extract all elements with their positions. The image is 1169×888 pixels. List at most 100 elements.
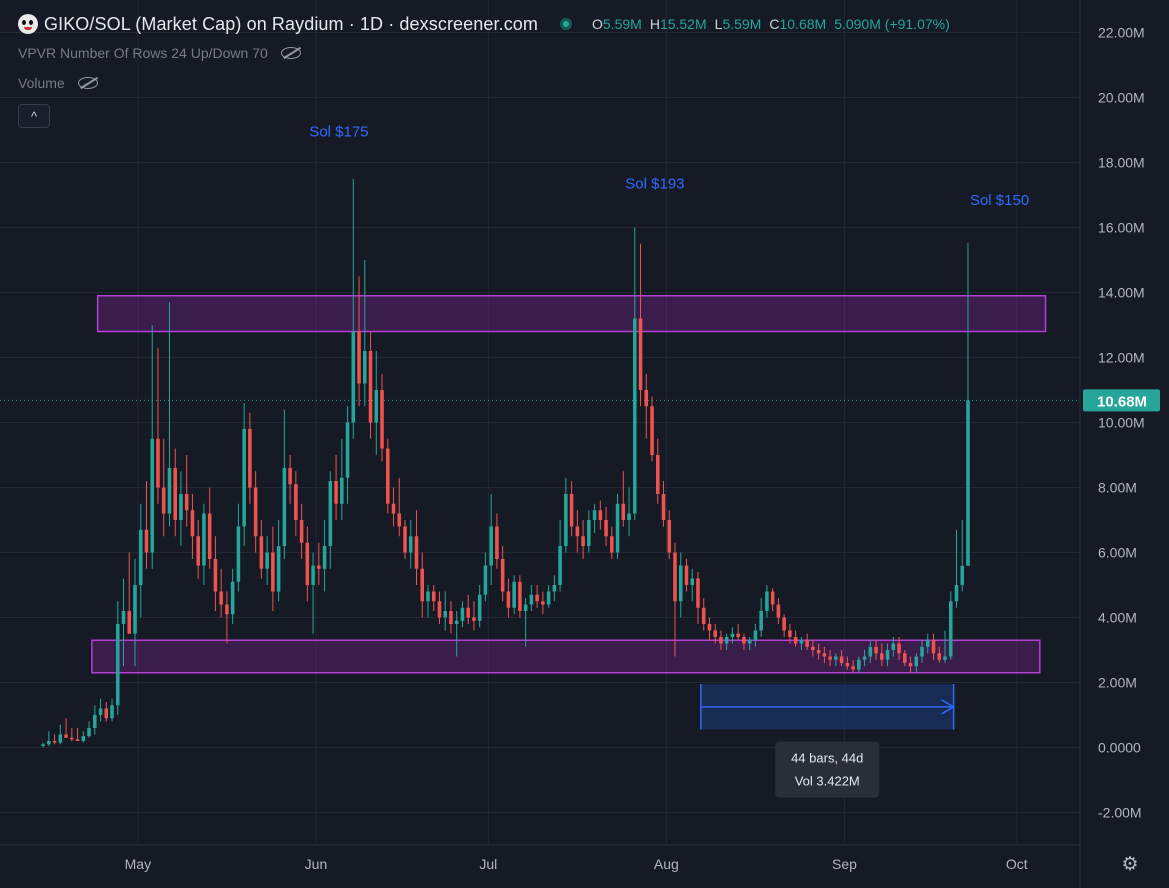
candle-body <box>52 741 57 743</box>
candle <box>747 637 752 650</box>
candle <box>489 494 493 585</box>
candle-body <box>811 646 815 650</box>
candle <box>885 643 890 667</box>
candle <box>650 396 654 462</box>
candle-body <box>133 585 137 634</box>
candle-body <box>495 526 499 559</box>
candle <box>937 646 942 663</box>
candle-body <box>925 640 930 647</box>
candle-body <box>397 513 402 527</box>
candle-body <box>575 526 580 537</box>
price-tick-label: 12.00M <box>1098 350 1145 366</box>
candle-body <box>845 663 850 667</box>
candle-body <box>696 578 700 608</box>
candle <box>931 633 936 660</box>
candle <box>104 702 109 722</box>
candle-body <box>179 494 183 520</box>
candle-body <box>874 646 878 654</box>
candle-body <box>115 624 120 706</box>
last-price-tag <box>1083 389 1160 412</box>
candle-body <box>592 510 597 520</box>
price-tick-label: 18.00M <box>1098 155 1145 171</box>
candle-body <box>271 552 275 592</box>
candle-body <box>426 591 430 602</box>
candle <box>98 698 103 722</box>
candle <box>684 559 689 592</box>
candle <box>655 438 660 504</box>
candle-body <box>541 601 545 605</box>
candle <box>345 406 350 504</box>
candle-body <box>489 526 493 566</box>
candle-body <box>299 520 304 543</box>
candle-body <box>225 604 229 615</box>
candle <box>253 471 258 553</box>
candle <box>167 302 172 527</box>
candle <box>81 731 86 743</box>
candle-body <box>546 591 551 605</box>
candle-body <box>644 390 649 407</box>
candle-body <box>265 552 269 569</box>
candle <box>202 503 206 585</box>
candle-body <box>138 529 143 585</box>
candle <box>874 640 878 660</box>
candle-body <box>799 640 804 644</box>
candle <box>759 598 763 637</box>
candle <box>903 650 907 667</box>
candle-body <box>943 656 947 660</box>
candle-body <box>753 630 758 641</box>
candle-body <box>604 520 608 537</box>
gridlines <box>0 0 1081 888</box>
candle-body <box>104 708 109 719</box>
candle-body <box>87 728 91 737</box>
time-tick-label: Jul <box>479 856 497 872</box>
eye-off-icon[interactable] <box>280 46 302 60</box>
candle <box>633 227 637 520</box>
candle <box>523 598 528 647</box>
candle-body <box>834 656 838 660</box>
candle-body <box>529 594 534 605</box>
candle-body <box>690 578 695 585</box>
indicator-vpvr[interactable]: VPVR Number Of Rows 24 Up/Down 70 <box>18 42 302 64</box>
candle-body <box>334 481 338 504</box>
candle <box>115 601 120 715</box>
candle <box>213 536 218 611</box>
collapse-indicators-button[interactable]: ^ <box>18 104 50 128</box>
settings-gear-icon[interactable]: ⚙ <box>1121 854 1139 875</box>
candle <box>943 630 947 663</box>
chart-header: GIKO/SOL (Market Cap) on Raydium · 1D · … <box>0 0 1080 130</box>
candle-body <box>93 715 97 728</box>
candle <box>477 585 482 628</box>
indicator-volume[interactable]: Volume <box>18 72 99 94</box>
candle <box>334 455 338 520</box>
eye-off-icon[interactable] <box>77 76 99 90</box>
candle <box>673 542 677 657</box>
candle-body <box>931 640 936 654</box>
candle-body <box>58 734 63 743</box>
last-price-label: 10.68M <box>1097 393 1147 410</box>
candle-body <box>793 637 798 644</box>
candle-body <box>828 656 832 660</box>
candle <box>207 487 212 569</box>
candle <box>121 578 126 667</box>
candle <box>908 656 913 673</box>
candle-body <box>903 653 907 663</box>
candle-body <box>633 318 637 514</box>
candle-body <box>127 611 132 634</box>
candle-body <box>167 468 172 514</box>
candle <box>64 718 68 738</box>
candle <box>667 510 672 559</box>
candle <box>311 552 315 634</box>
time-tick-label: Aug <box>654 856 679 872</box>
time-tick-label: Sep <box>832 856 857 872</box>
candle-body <box>880 653 884 660</box>
candle-body <box>460 607 465 621</box>
date-range-measure: 44 bars, 44d Vol 3.422M <box>700 684 956 798</box>
candle <box>75 728 80 741</box>
candle-body <box>213 559 218 592</box>
candle <box>730 627 735 644</box>
candle-body <box>730 633 735 637</box>
candle <box>225 591 229 644</box>
candle-body <box>207 513 212 559</box>
candle-body <box>311 565 315 585</box>
